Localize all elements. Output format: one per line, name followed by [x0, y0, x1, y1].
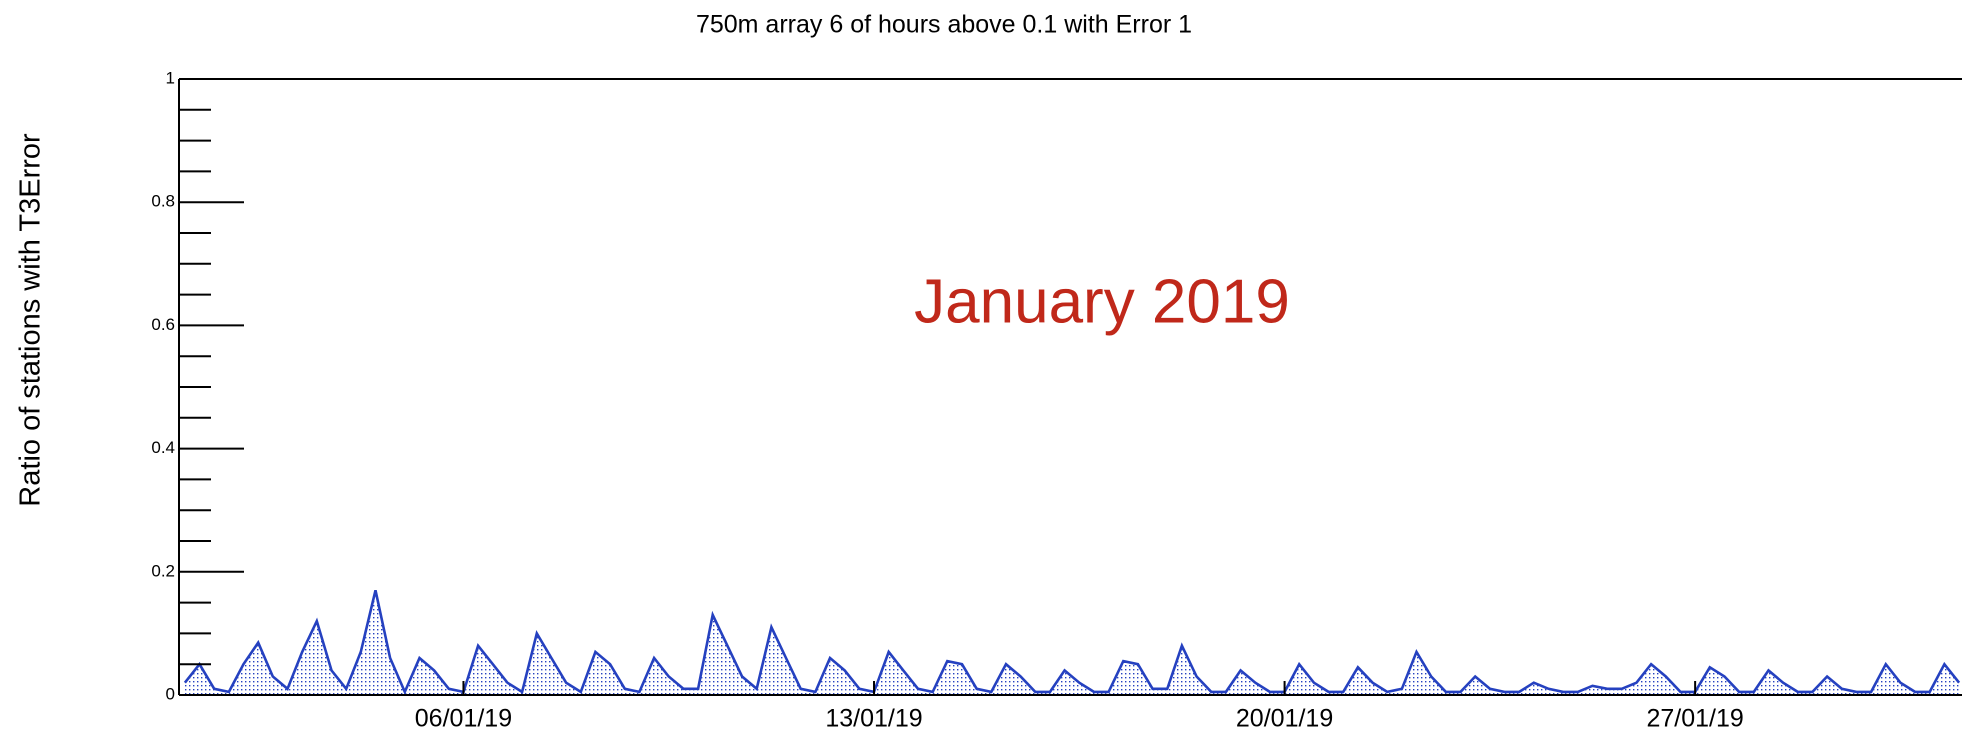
y-tick-label: 0	[166, 684, 175, 703]
data-line	[183, 589, 1961, 696]
x-tick-label: 20/01/19	[1236, 705, 1333, 733]
plot-area: 0 0.2 0.4 0.6 0.8 1 06/01/19 13/01/19 20/01/19 27…	[151, 68, 1962, 733]
y-tick-label: 1	[166, 68, 175, 87]
chart-title: 750m array 6 of hours above 0.1 with Err…	[696, 11, 1192, 39]
area-fill	[184, 590, 1960, 695]
y-axis-label: Ratio of stations with T3Error	[15, 133, 47, 507]
y-tick-label: 0.2	[151, 561, 175, 580]
y-tick-label: 0.8	[151, 192, 175, 211]
y-tick-label: 0.4	[151, 438, 175, 457]
x-tick-label: 13/01/19	[825, 705, 922, 733]
x-tick-label: 27/01/19	[1646, 705, 1743, 733]
annotation: January 2019	[914, 267, 1290, 336]
y-tick-label: 0.6	[151, 315, 175, 334]
x-tick-label: 06/01/19	[415, 705, 512, 733]
